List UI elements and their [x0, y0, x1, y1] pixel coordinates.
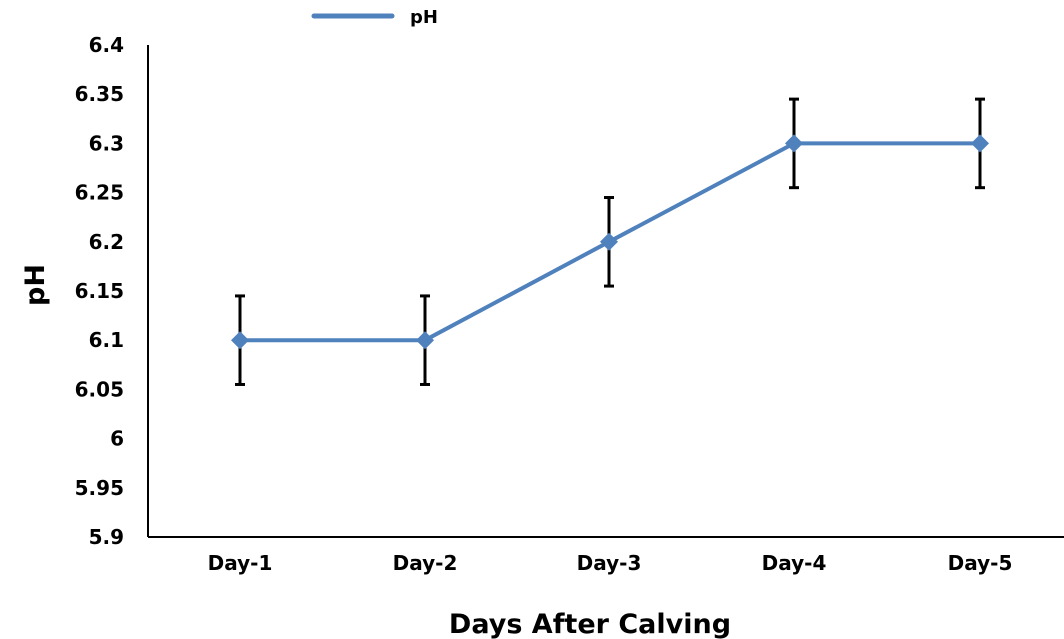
data-point-marker	[785, 134, 803, 153]
data-point-marker	[971, 134, 989, 153]
y-tick-label: 5.9	[89, 525, 124, 549]
x-tick-label: Day-1	[208, 551, 273, 575]
data-point-marker	[231, 331, 249, 350]
x-tick-label: Day-5	[948, 551, 1013, 575]
y-tick-label: 6.3	[89, 131, 124, 155]
data-point-marker	[600, 232, 618, 251]
x-tick-label: Day-4	[762, 551, 827, 575]
y-tick-label: 6.35	[75, 82, 124, 106]
y-tick-label: 6.1	[89, 328, 124, 352]
x-axis-title: Days After Calving	[449, 609, 731, 639]
y-axis-title: pH	[20, 264, 51, 306]
series-ph	[231, 134, 989, 350]
y-tick-label: 6.05	[75, 377, 124, 401]
y-tick-label: 5.95	[75, 476, 124, 500]
x-tick-label: Day-2	[393, 551, 458, 575]
x-tick-label: Day-3	[577, 551, 642, 575]
axes	[147, 45, 1064, 538]
y-tick-label: 6.25	[75, 181, 124, 205]
y-tick-label: 6.15	[75, 279, 124, 303]
data-point-marker	[416, 331, 434, 350]
y-tick-label: 6	[110, 427, 124, 451]
x-tick-labels: Day-1 Day-2 Day-3 Day-4 Day-5	[208, 551, 1013, 575]
y-tick-label: 6.2	[89, 230, 124, 254]
legend: pH	[311, 7, 438, 28]
y-tick-labels: 5.9 5.95 6 6.05 6.1 6.15 6.2 6.25 6.3 6.35 6.4	[75, 33, 124, 549]
y-tick-label: 6.4	[89, 33, 124, 57]
legend-label-ph: pH	[410, 7, 438, 28]
